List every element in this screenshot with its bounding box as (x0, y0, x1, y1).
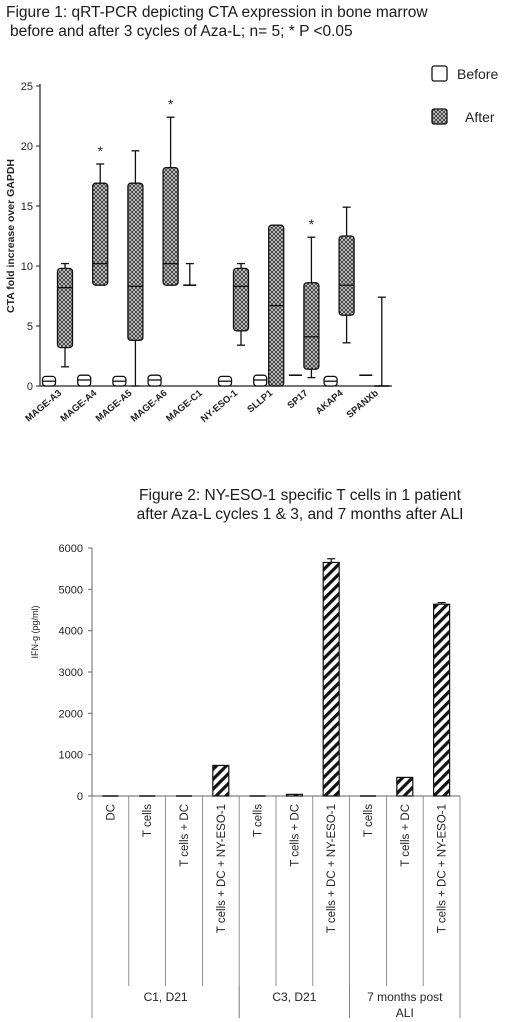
x-tick-label: T cells + DC + NY-ESO-1 (326, 804, 338, 933)
figure2-title-line1: Figure 2: NY-ESO-1 specific T cells in 1… (139, 487, 461, 504)
after-box-9 (374, 296, 390, 387)
y-tick-label: 20 (21, 141, 33, 153)
before-box-0 (41, 375, 57, 387)
y-tick-label: 6000 (59, 543, 83, 555)
significance-marker: * (309, 216, 315, 232)
x-tick-label: T cells (253, 804, 265, 837)
group-label: 7 months post (367, 990, 443, 1004)
figure2-title-line2: after Aza-L cycles 1 & 3, and 7 months a… (136, 506, 464, 523)
after-box-1 (92, 163, 109, 286)
y-tick-label: 5 (27, 321, 33, 333)
legend-before-label: Before (457, 66, 498, 82)
legend-after-swatch (431, 108, 448, 125)
box (303, 282, 320, 370)
significance-marker: * (97, 143, 103, 159)
after-box-7 (303, 236, 320, 379)
y-tick-label: 25 (21, 81, 33, 93)
before-box-4 (183, 262, 197, 287)
bar-5 (285, 793, 303, 797)
x-tick-label: DC (105, 804, 117, 821)
x-tick-label: T cells + DC + NY-ESO-1 (437, 804, 449, 933)
figure2-title: Figure 2: NY-ESO-1 specific T cells in 1… (90, 486, 510, 524)
group-label: C1, D21 (144, 990, 188, 1004)
box (338, 235, 355, 316)
after-box-5 (232, 262, 250, 346)
group-label: C3, D21 (272, 990, 316, 1004)
legend-after-label: After (465, 109, 495, 125)
x-tick-label: T cells + DC (289, 804, 301, 867)
before-box-3 (147, 374, 162, 387)
y-tick-label: 15 (21, 201, 33, 213)
y-tick-label: 1000 (59, 750, 83, 762)
after-box-2 (127, 150, 144, 387)
y-tick-label: 4000 (59, 626, 83, 638)
bar-6 (322, 561, 340, 797)
before-box-6 (253, 374, 268, 387)
legend-before-swatch (431, 65, 448, 82)
box (162, 166, 179, 286)
after-box-8 (338, 206, 355, 344)
after-box-3 (162, 116, 179, 286)
y-tick-label: 2000 (59, 708, 83, 720)
x-tick-label: T cells + DC (179, 804, 191, 867)
y-tick-label: 0 (27, 381, 33, 393)
before-box-8 (323, 375, 338, 387)
bar-9 (433, 603, 451, 797)
x-tick-label: T cells + DC (400, 804, 412, 867)
box (232, 267, 250, 332)
figure1-title-line1: Figure 1: qRT-PCR depicting CTA expressi… (6, 4, 428, 21)
before-box-2 (112, 375, 127, 387)
box (127, 182, 144, 342)
figure1-title: Figure 1: qRT-PCR depicting CTA expressi… (6, 3, 518, 41)
y-tick-label: 5000 (59, 584, 83, 596)
after-box-0 (56, 262, 74, 368)
y-tick-label: 3000 (59, 667, 83, 679)
y-axis-label: CTA fold increase over GAPDH (5, 159, 17, 313)
x-tick-label: T cells (363, 804, 375, 837)
y-tick-label: 0 (77, 791, 83, 803)
x-tick-label: T cells + DC + NY-ESO-1 (216, 804, 228, 933)
y-axis-label: IFN-g (pg/ml) (30, 605, 40, 658)
after-box-6 (268, 224, 285, 387)
y-tick-label: 10 (21, 261, 33, 273)
box (92, 182, 109, 286)
significance-marker: * (168, 96, 174, 112)
before-box-5 (217, 375, 233, 387)
before-box-1 (77, 374, 92, 387)
x-tick-label: T cells (142, 804, 154, 837)
figure1-title-line2: before and after 3 cycles of Aza-L; n= 5… (10, 23, 353, 40)
bar-3 (212, 764, 230, 797)
bar-8 (396, 776, 414, 797)
group-label-line2: ALI (396, 1006, 414, 1020)
